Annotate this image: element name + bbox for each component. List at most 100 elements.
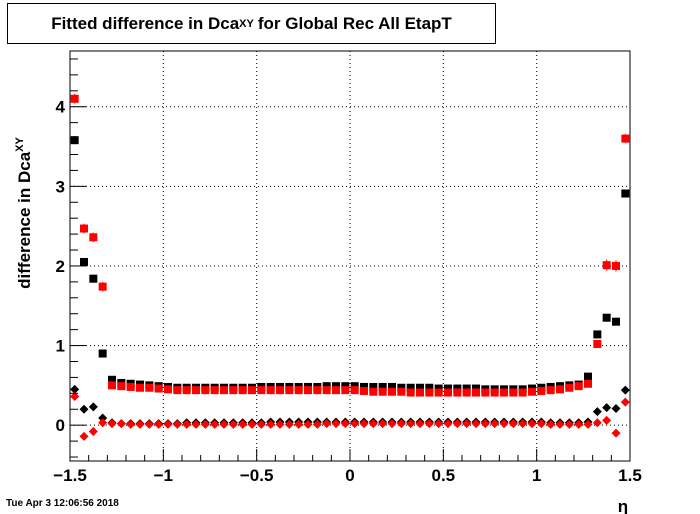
data-point-square bbox=[276, 386, 284, 395]
data-point-square bbox=[201, 386, 210, 395]
data-point-diamond bbox=[247, 419, 257, 429]
data-point-square bbox=[332, 386, 340, 395]
data-point-square bbox=[388, 387, 396, 396]
timestamp: Tue Apr 3 12:06:56 2018 bbox=[6, 498, 119, 509]
data-point-square bbox=[406, 383, 415, 392]
x-tick-label: 0 bbox=[345, 466, 354, 485]
data-point-diamond bbox=[527, 419, 537, 429]
data-points bbox=[70, 93, 630, 441]
title-subscript: XY bbox=[239, 17, 254, 30]
data-point-square bbox=[518, 388, 527, 397]
data-point-square bbox=[574, 382, 583, 391]
data-point-square bbox=[238, 386, 247, 395]
tick-labels: −1.5 −1 −0.5 0 0.5 1 1.5 0 1 2 3 4 bbox=[53, 98, 642, 485]
data-point-square bbox=[388, 382, 396, 391]
data-point-square bbox=[266, 386, 275, 395]
data-point-square bbox=[546, 386, 555, 395]
data-point-square bbox=[528, 387, 536, 396]
chart-title: Fitted difference in Dca XY for Global Rec… bbox=[7, 3, 496, 44]
data-point-diamond bbox=[611, 428, 621, 438]
data-point-square bbox=[425, 383, 434, 392]
data-point-diamond bbox=[536, 419, 546, 429]
data-point-diamond bbox=[144, 419, 154, 429]
data-point-square bbox=[378, 382, 387, 391]
data-point-square bbox=[621, 189, 630, 198]
x-tick-label: −1 bbox=[154, 466, 173, 485]
x-axis-title: η bbox=[618, 497, 628, 514]
data-point-square bbox=[322, 386, 331, 395]
data-point-diamond bbox=[88, 402, 98, 412]
data-point-square bbox=[500, 388, 508, 397]
data-point-diamond bbox=[424, 419, 434, 429]
data-point-square bbox=[350, 386, 359, 395]
data-point-square bbox=[229, 386, 238, 395]
data-point-square bbox=[397, 387, 406, 396]
data-point-diamond bbox=[350, 419, 360, 429]
data-point-diamond bbox=[340, 419, 350, 429]
data-point-square bbox=[584, 379, 592, 388]
x-tick-label: 1 bbox=[532, 466, 541, 485]
data-point-diamond bbox=[303, 419, 313, 429]
data-point-diamond bbox=[98, 418, 108, 428]
data-point-diamond bbox=[490, 419, 500, 429]
data-point-diamond bbox=[107, 419, 117, 429]
data-point-square bbox=[294, 386, 303, 395]
title-main: Fitted difference in Dca bbox=[51, 13, 240, 33]
data-point-square bbox=[369, 382, 378, 391]
data-point-diamond bbox=[284, 419, 294, 429]
data-point-diamond bbox=[200, 419, 210, 429]
data-point-square bbox=[89, 274, 98, 283]
data-point-diamond bbox=[555, 419, 565, 429]
data-point-square bbox=[304, 386, 312, 395]
data-point-diamond bbox=[620, 385, 630, 395]
data-point-diamond bbox=[387, 419, 397, 429]
data-point-diamond bbox=[518, 419, 528, 429]
data-point-diamond bbox=[602, 415, 612, 425]
data-point-diamond bbox=[219, 419, 229, 429]
data-point-diamond bbox=[480, 419, 490, 429]
data-point-diamond bbox=[592, 407, 602, 417]
y-tick-label: 3 bbox=[56, 177, 65, 196]
data-point-diamond bbox=[70, 384, 80, 394]
data-point-diamond bbox=[378, 419, 388, 429]
y-tick-label: 1 bbox=[56, 337, 65, 356]
data-point-diamond bbox=[462, 419, 472, 429]
data-point-diamond bbox=[191, 419, 201, 429]
data-point-diamond bbox=[88, 427, 98, 437]
data-point-square bbox=[593, 339, 602, 348]
data-point-diamond bbox=[322, 419, 332, 429]
data-point-square bbox=[285, 386, 294, 395]
data-point-square bbox=[406, 388, 415, 397]
data-point-square bbox=[313, 386, 322, 395]
data-point-diamond bbox=[126, 419, 136, 429]
data-point-square bbox=[509, 388, 518, 397]
data-point-diamond bbox=[602, 403, 612, 413]
data-point-square bbox=[416, 388, 424, 397]
data-point-square bbox=[584, 372, 592, 381]
data-point-square bbox=[173, 386, 182, 395]
data-point-diamond bbox=[275, 419, 285, 429]
data-point-square bbox=[89, 233, 98, 242]
data-point-square bbox=[257, 386, 266, 395]
data-point-square bbox=[70, 136, 79, 145]
data-point-diamond bbox=[238, 419, 248, 429]
grid bbox=[70, 51, 630, 461]
data-point-square bbox=[80, 224, 88, 233]
data-point-square bbox=[126, 382, 135, 391]
data-point-diamond bbox=[163, 419, 173, 429]
y-tick-label: 4 bbox=[56, 98, 66, 117]
data-point-square bbox=[593, 330, 602, 339]
data-point-diamond bbox=[546, 419, 556, 429]
data-point-square bbox=[462, 388, 471, 397]
x-tick-label: 1.5 bbox=[618, 466, 642, 485]
data-point-square bbox=[341, 386, 350, 395]
data-point-diamond bbox=[368, 419, 378, 429]
data-point-square bbox=[210, 386, 219, 395]
data-point-square bbox=[360, 386, 368, 395]
data-point-diamond bbox=[359, 419, 369, 429]
data-point-diamond bbox=[574, 419, 584, 429]
data-point-square bbox=[490, 388, 499, 397]
data-point-square bbox=[602, 313, 611, 322]
data-point-square bbox=[612, 261, 620, 270]
data-point-square bbox=[117, 382, 126, 391]
